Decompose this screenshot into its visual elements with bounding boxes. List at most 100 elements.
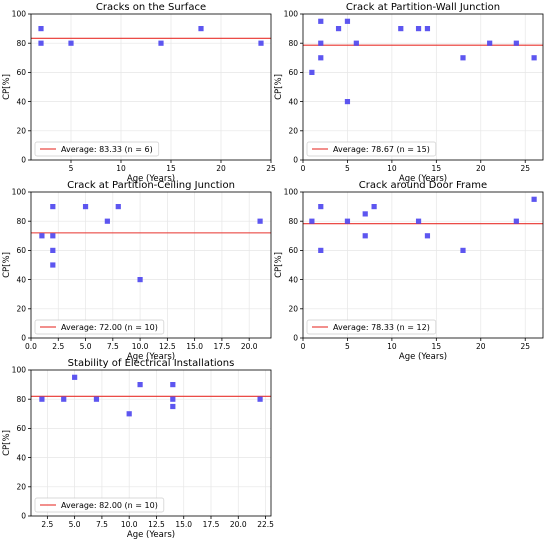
y-tick-label: 100 [12, 10, 27, 19]
legend: Average: 83.33 (n = 6) [34, 141, 160, 157]
chart-title: Stability of Electrical Installations [68, 358, 235, 369]
x-tick-label: 12.5 [159, 342, 176, 351]
y-tick-label: 40 [288, 275, 298, 284]
data-point [137, 382, 143, 388]
data-point [257, 218, 263, 224]
x-tick-label: 5 [345, 164, 350, 173]
data-point [487, 40, 493, 46]
y-tick-label: 20 [16, 127, 26, 136]
legend-label: Average: 83.33 (n = 6) [61, 145, 153, 154]
axes-frame [30, 13, 272, 161]
x-tick-label: 7.5 [96, 520, 108, 529]
x-tick-label: 15 [432, 164, 442, 173]
y-tick-label: 40 [16, 453, 26, 462]
y-tick-label: 20 [16, 305, 26, 314]
x-tick-label: 20.0 [230, 520, 247, 529]
data-point [460, 247, 466, 253]
y-tick-label: 100 [12, 188, 27, 197]
data-point [309, 218, 315, 224]
y-axis-label: CP[%] [2, 430, 12, 456]
x-tick-label: 10 [387, 342, 397, 351]
x-tick-label: 0 [301, 164, 306, 173]
chart-title: Crack at Partition-Ceiling Junction [67, 180, 235, 191]
y-tick-label: 100 [284, 10, 299, 19]
legend: Average: 78.67 (n = 15) [306, 141, 437, 157]
legend: Average: 72.00 (n = 10) [34, 319, 165, 335]
x-tick-label: 0 [301, 342, 306, 351]
data-point [258, 40, 264, 46]
data-point [170, 396, 176, 402]
legend-box [306, 319, 437, 335]
legend-label: Average: 72.00 (n = 10) [61, 323, 158, 332]
y-tick-label: 80 [288, 39, 298, 48]
x-tick-label: 0.0 [25, 342, 37, 351]
x-tick-label: 17.5 [203, 520, 220, 529]
x-axis-label: Age (Years) [127, 352, 175, 362]
data-point [104, 218, 110, 224]
data-point [309, 69, 315, 75]
data-point [126, 411, 132, 417]
y-tick-label: 0 [21, 512, 26, 521]
x-tick-label: 5 [69, 164, 74, 173]
axes-frame [302, 13, 544, 161]
chart-title: Crack around Door Frame [359, 180, 487, 191]
x-tick-label: 25 [520, 164, 530, 173]
data-point [531, 196, 537, 202]
data-point [335, 26, 342, 32]
x-axis-label: Age (Years) [399, 352, 447, 362]
data-point [415, 26, 422, 32]
data-point [353, 40, 359, 46]
y-tick-label: 80 [16, 395, 26, 404]
plot-area [303, 14, 543, 160]
data-point [460, 55, 466, 61]
data-point [344, 218, 351, 224]
x-tick-label: 7.5 [107, 342, 119, 351]
chart-title: Crack at Partition-Wall Junction [346, 2, 500, 13]
y-tick-label: 60 [16, 68, 26, 77]
data-point [344, 18, 351, 24]
y-tick-label: 100 [12, 366, 27, 375]
x-tick-label: 5 [345, 342, 350, 351]
data-point [38, 40, 44, 46]
chart-panel-2: 0 5 10 15 20 25 0 20 40 60 80 100 Crack at Partition… [274, 2, 544, 184]
x-tick-label: 15.0 [186, 342, 203, 351]
data-point [415, 218, 422, 224]
legend-label: Average: 78.67 (n = 15) [333, 145, 430, 154]
y-tick-label: 100 [284, 188, 299, 197]
x-tick-label: 20 [476, 164, 486, 173]
data-point [115, 204, 121, 210]
x-tick-label: 15.0 [175, 520, 192, 529]
y-tick-label: 40 [16, 275, 26, 284]
data-point [531, 55, 537, 61]
y-tick-label: 60 [16, 246, 26, 255]
legend-box [34, 497, 165, 513]
x-tick-label: 25 [520, 342, 530, 351]
data-point [398, 26, 404, 32]
x-tick-label: 12.5 [148, 520, 165, 529]
plot-area [31, 14, 271, 160]
legend-label: Average: 82.00 (n = 10) [61, 501, 158, 510]
y-tick-label: 40 [16, 97, 26, 106]
x-axis-label: Age (Years) [127, 174, 175, 184]
plot-area [303, 192, 543, 338]
x-tick-label: 10.0 [121, 520, 138, 529]
chart-panel-1: 5 10 15 20 25 0 20 40 60 80 100 Cracks on the Surfa… [2, 2, 276, 184]
axes-frame [30, 191, 272, 339]
y-tick-label: 60 [288, 246, 298, 255]
y-tick-label: 20 [16, 483, 26, 492]
x-tick-label: 5.0 [80, 342, 92, 351]
data-point [318, 55, 324, 61]
y-tick-label: 60 [16, 424, 26, 433]
data-point [82, 204, 89, 210]
x-tick-label: 22.5 [257, 520, 274, 529]
x-tick-label: 20.0 [241, 342, 258, 351]
x-tick-label: 5.0 [69, 520, 81, 529]
y-tick-label: 0 [293, 156, 298, 165]
x-tick-label: 20 [476, 342, 486, 351]
y-tick-label: 80 [288, 217, 298, 226]
y-axis-label: CP[%] [2, 74, 12, 100]
y-tick-label: 0 [21, 334, 26, 343]
axes-frame [30, 369, 272, 517]
x-tick-label: 2.5 [52, 342, 64, 351]
